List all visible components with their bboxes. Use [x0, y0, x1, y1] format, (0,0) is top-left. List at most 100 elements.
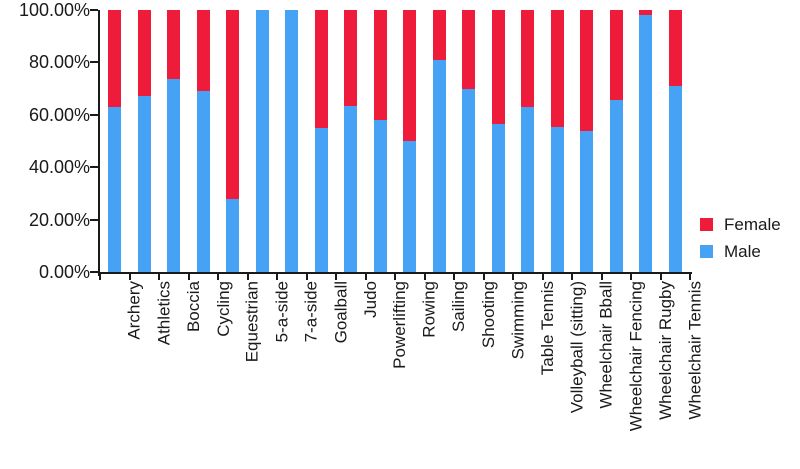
bar-segment-male: [432, 59, 446, 272]
y-tick-label: 60.00%: [28, 104, 90, 125]
bar-segment-female: [668, 10, 682, 86]
legend-label-male: Male: [724, 242, 761, 261]
y-tick-mark: [90, 166, 98, 169]
x-category-label: Table Tennis: [537, 281, 557, 376]
x-category-label: Cycling: [213, 281, 233, 337]
y-tick-label: 20.00%: [28, 209, 90, 230]
legend-item-male: Male: [700, 242, 781, 261]
x-category-label: Wheelchair Rugby: [655, 281, 675, 420]
bar-powerlifting: [373, 10, 387, 272]
bar-segment-male: [403, 141, 417, 272]
legend-swatch-male-icon: [700, 245, 713, 258]
bar-segment-female: [462, 10, 476, 89]
bar-7-a-side: [285, 10, 299, 272]
x-category-label: Sailing: [449, 281, 469, 333]
x-category-label: Wheelchair Bball: [596, 281, 616, 409]
legend-label-female: Female: [724, 215, 781, 234]
bar-table-tennis: [521, 10, 535, 272]
legend: Female Male: [700, 215, 781, 271]
x-category-label: Volleyball (sitting): [567, 281, 587, 414]
bar-segment-male: [609, 100, 623, 272]
bar-athletics: [137, 10, 151, 272]
bar-segment-male: [108, 106, 122, 272]
bar-goalball: [314, 10, 328, 272]
legend-swatch-female-icon: [700, 218, 713, 231]
y-tick-label: 100.00%: [18, 0, 90, 20]
x-tick-mark: [394, 274, 396, 280]
x-tick-mark: [158, 274, 160, 280]
x-tick-mark: [128, 274, 131, 280]
x-tick-mark: [423, 274, 426, 280]
bar-segment-male: [580, 130, 594, 272]
bar-segment-male: [344, 105, 358, 272]
x-tick-mark: [453, 274, 455, 280]
y-tick-mark: [90, 271, 98, 273]
bar-segment-female: [108, 10, 122, 107]
x-category-label: 5-a-side: [272, 281, 292, 343]
bar-segment-male: [255, 10, 269, 272]
legend-item-female: Female: [700, 215, 781, 234]
bar-segment-female: [432, 10, 446, 60]
bar-segment-male: [668, 85, 682, 272]
bar-segment-female: [521, 10, 535, 107]
x-axis-line: [98, 272, 692, 274]
bar-segment-male: [373, 120, 387, 272]
x-category-label: Wheelchair Tennis: [685, 281, 705, 420]
x-tick-mark: [659, 274, 662, 280]
bar-sailing: [432, 10, 446, 272]
x-category-label: Goalball: [331, 281, 351, 344]
bar-segment-male: [462, 88, 476, 272]
y-tick-label: 40.00%: [28, 157, 90, 178]
x-tick-mark: [512, 274, 514, 280]
bar-segment-female: [196, 10, 210, 92]
bar-segment-male: [491, 123, 505, 272]
bar-segment-female: [550, 10, 564, 127]
bar-volleyball-sitting-: [550, 10, 564, 272]
bar-segment-female: [609, 10, 623, 101]
y-tick-mark: [90, 61, 98, 64]
bar-segment-female: [639, 10, 653, 16]
bar-segment-male: [137, 96, 151, 272]
bar-segment-female: [226, 10, 240, 199]
x-tick-mark: [541, 274, 544, 280]
bar-cycling: [196, 10, 210, 272]
bar-segment-male: [226, 198, 240, 272]
bar-swimming: [491, 10, 505, 272]
x-category-label: Wheelchair Fencing: [626, 281, 646, 432]
bar-segment-female: [373, 10, 387, 121]
bar-segment-female: [491, 10, 505, 124]
y-tick-mark: [90, 113, 98, 116]
x-tick-mark: [630, 274, 632, 280]
bar-shooting: [462, 10, 476, 272]
y-tick-label: 80.00%: [28, 52, 90, 73]
bar-wheelchair-fencing: [609, 10, 623, 272]
bar-archery: [108, 10, 122, 272]
x-tick-mark: [571, 274, 573, 280]
x-category-label: 7-a-side: [301, 281, 321, 343]
bar-segment-female: [344, 10, 358, 106]
bar-segment-female: [403, 10, 417, 141]
bar-segment-male: [196, 91, 210, 272]
x-tick-mark: [276, 274, 278, 280]
x-category-label: Judo: [360, 281, 380, 318]
x-category-label: Equestrian: [242, 281, 262, 363]
bar-segment-female: [137, 10, 151, 97]
bar-boccia: [167, 10, 181, 272]
x-tick-mark: [187, 274, 190, 280]
x-tick-mark: [482, 274, 485, 280]
x-category-label: Archery: [124, 281, 144, 340]
x-tick-mark: [364, 274, 367, 280]
bar-equestrian: [226, 10, 240, 272]
x-tick-mark: [99, 274, 101, 280]
x-tick-mark: [600, 274, 603, 280]
bar-5-a-side: [255, 10, 269, 272]
x-category-label: Shooting: [478, 281, 498, 349]
x-tick-mark: [689, 274, 691, 280]
bar-segment-female: [314, 10, 328, 128]
x-tick-mark: [335, 274, 337, 280]
x-category-label: Rowing: [419, 281, 439, 338]
x-tick-mark: [246, 274, 249, 280]
bar-wheelchair-bball: [580, 10, 594, 272]
bar-segment-male: [167, 79, 181, 272]
